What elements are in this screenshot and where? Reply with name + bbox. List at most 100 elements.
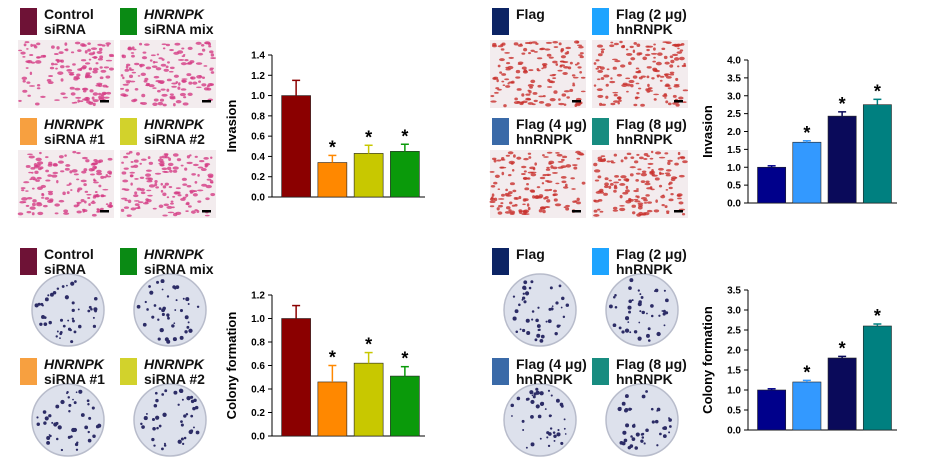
cell: [682, 101, 687, 104]
cell: [634, 160, 639, 164]
cell: [659, 79, 663, 82]
cell: [27, 153, 33, 156]
cell: [623, 156, 628, 160]
cell: [203, 156, 209, 160]
cell: [657, 52, 663, 56]
cell: [69, 170, 73, 174]
cell: [633, 103, 638, 107]
cell: [534, 162, 537, 166]
cell: [674, 162, 679, 166]
colony: [530, 280, 534, 284]
legend-label: HNRNPK siRNA #2: [144, 116, 205, 147]
cell: [593, 84, 597, 87]
cell: [198, 80, 201, 83]
bar: [390, 375, 420, 437]
cell: [174, 191, 180, 194]
colony: [522, 428, 525, 431]
cell: [172, 195, 176, 198]
colony: [67, 435, 71, 439]
cell: [643, 158, 648, 160]
significance-star: *: [401, 126, 408, 146]
colony: [537, 328, 540, 332]
colony: [47, 294, 50, 297]
cell: [74, 41, 81, 45]
colony: [547, 389, 551, 392]
cell: [682, 160, 688, 164]
cell: [515, 76, 521, 79]
colony: [152, 426, 156, 431]
cell: [185, 193, 189, 198]
y-tick-label: 0.8: [251, 338, 265, 349]
colony: [634, 446, 638, 450]
cell: [45, 169, 50, 173]
cell: [47, 174, 53, 177]
cell: [129, 74, 134, 79]
cell: [124, 68, 130, 72]
colony-plate: [605, 273, 679, 347]
significance-star: *: [329, 137, 336, 157]
cell: [636, 91, 640, 95]
cell: [625, 53, 633, 56]
cell: [85, 73, 91, 77]
colony: [639, 293, 642, 296]
colony: [48, 414, 52, 418]
cell: [666, 210, 670, 213]
cell: [197, 173, 200, 177]
cell: [168, 186, 173, 189]
cell: [102, 188, 109, 191]
cell: [542, 154, 545, 157]
cell: [575, 103, 581, 107]
colony: [59, 330, 63, 334]
colony: [547, 319, 552, 324]
cell: [35, 60, 42, 64]
cell: [209, 50, 214, 54]
cell: [208, 45, 212, 48]
cell: [84, 200, 87, 204]
cell: [499, 58, 505, 62]
cell: [36, 42, 41, 46]
cell: [66, 68, 73, 72]
cell: [145, 177, 152, 180]
colony: [668, 425, 672, 428]
colony: [641, 436, 645, 439]
colony: [70, 340, 74, 344]
cell: [547, 78, 551, 82]
cell: [647, 162, 654, 165]
cell: [538, 100, 545, 104]
cell: [80, 179, 87, 183]
cell: [25, 165, 31, 168]
cell: [83, 209, 88, 213]
colony: [518, 303, 521, 307]
colony-plate: [503, 273, 577, 347]
cell: [512, 154, 516, 158]
bar: [757, 166, 787, 204]
colony-plate: [133, 273, 207, 347]
y-tick-label: 0.0: [727, 199, 741, 210]
cell: [646, 75, 650, 79]
colony: [627, 321, 630, 324]
cell: [565, 207, 570, 211]
cell: [95, 84, 101, 87]
colony: [181, 398, 184, 401]
cell: [85, 159, 90, 163]
cell: [36, 87, 41, 90]
cell: [174, 42, 181, 46]
colony: [157, 337, 161, 341]
colony: [621, 330, 625, 334]
colony: [663, 324, 666, 327]
colony: [141, 425, 145, 429]
cell: [148, 161, 154, 165]
y-tick-label: 0.0: [251, 432, 265, 443]
cell: [653, 43, 656, 46]
cell: [165, 65, 169, 69]
cell: [152, 102, 158, 107]
cell: [21, 197, 28, 201]
cell: [47, 190, 54, 193]
cell: [521, 66, 527, 70]
y-tick-label: 0.0: [727, 426, 741, 437]
cell: [664, 73, 668, 77]
cell: [612, 66, 617, 70]
cell: [165, 156, 170, 159]
cell: [522, 70, 529, 74]
y-tick-label: 3.5: [727, 73, 741, 84]
